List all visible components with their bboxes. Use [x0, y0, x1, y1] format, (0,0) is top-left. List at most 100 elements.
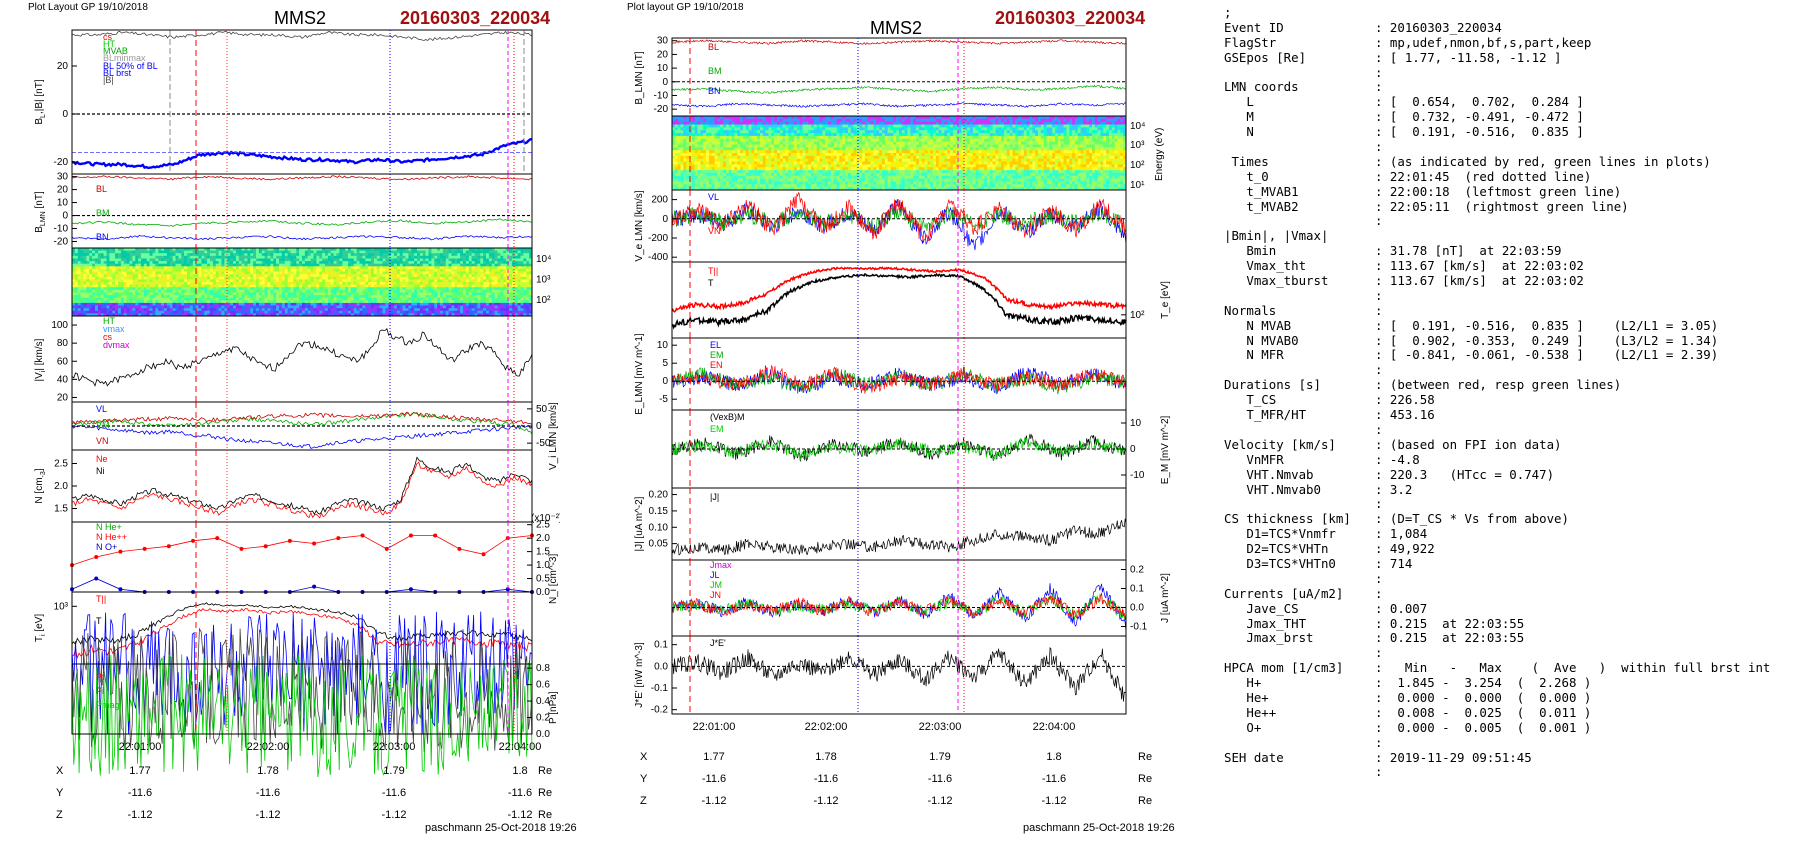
spectrogram-cell: [442, 261, 447, 265]
spectrogram-cell: [333, 287, 337, 291]
spectrogram-cell: [345, 310, 349, 314]
spectrogram-cell: [253, 253, 257, 257]
spectrogram-cell: [141, 313, 145, 317]
spectrogram-cell: [198, 284, 202, 288]
spectrogram-cell: [155, 300, 159, 304]
spectrogram-cell: [488, 258, 493, 262]
spectrogram-cell: [172, 300, 176, 304]
spectrogram-cell: [138, 255, 142, 259]
spectrogram-cell: [523, 292, 527, 296]
spectrogram-cell: [336, 271, 340, 275]
spectrogram-cell: [181, 263, 185, 267]
axis-label: |Vi| [km/s]: [34, 338, 47, 381]
spectrogram-cell: [138, 250, 142, 254]
spectrogram-cell: [192, 308, 197, 312]
spectrogram-cell: [270, 271, 274, 275]
spectrogram-cell: [296, 287, 300, 291]
spectrogram-cell: [132, 292, 136, 296]
spectrogram-cell: [348, 310, 352, 314]
spectrogram-cell: [454, 258, 458, 262]
spectrogram-cell: [353, 289, 358, 293]
spectrogram-cell: [106, 300, 110, 304]
spectrogram-cell: [201, 279, 205, 283]
spectrogram-cell: [431, 268, 435, 272]
spectrogram-cell: [728, 135, 732, 140]
spectrogram-cell: [333, 300, 337, 304]
spectrogram-cell: [299, 287, 303, 291]
spectrogram-cell: [238, 266, 243, 270]
spectrogram-cell: [233, 313, 237, 317]
spectrogram-cell: [141, 297, 145, 301]
spectrogram-cell: [164, 261, 168, 265]
spectrogram-cell: [279, 250, 283, 254]
spectrogram-cell: [394, 287, 398, 291]
spectrogram-cell: [460, 289, 464, 293]
spectrogram-cell: [408, 310, 412, 314]
spectrogram-cell: [440, 250, 444, 254]
spectrogram-cell: [725, 158, 730, 162]
spectrogram-cell: [451, 300, 455, 304]
spectrogram-cell: [399, 310, 404, 314]
spectrogram-cell: [72, 305, 76, 309]
tick-label: 20: [657, 49, 669, 60]
spectrogram-cell: [460, 268, 464, 272]
spectrogram-cell: [362, 258, 366, 262]
spectrogram-cell: [178, 313, 182, 317]
spectrogram-cell: [477, 261, 481, 265]
spectrogram-cell: [683, 170, 687, 174]
spectrogram-cell: [241, 266, 245, 270]
spectrogram-cell: [394, 310, 398, 314]
spectrogram-cell: [500, 268, 504, 272]
spectrogram-cell: [471, 284, 475, 288]
spectrogram-cell: [126, 284, 130, 288]
spectrogram-cell: [325, 261, 329, 265]
spectrogram-cell: [327, 279, 332, 283]
spectrogram-cell: [132, 287, 136, 291]
series-line: [71, 461, 533, 519]
spectrogram-cell: [313, 274, 317, 278]
spectrogram-cell: [74, 279, 79, 283]
spectrogram-cell: [365, 302, 369, 306]
spectrogram-cell: [454, 263, 458, 267]
spectrogram-cell: [371, 274, 375, 278]
spectrogram-cell: [296, 284, 300, 288]
spectrogram-cell: [296, 289, 300, 293]
spectrogram-cell: [471, 302, 475, 306]
spectrogram-cell: [411, 308, 415, 312]
spectrogram-cell: [414, 276, 418, 280]
spectrogram-cell: [146, 266, 151, 270]
spectrogram-cell: [723, 153, 727, 157]
spectrogram-cell: [365, 258, 369, 262]
spectrogram-cell: [725, 116, 730, 120]
spectrogram-cell: [717, 150, 721, 154]
spectrogram-cell: [677, 187, 681, 191]
spectrogram-cell: [468, 313, 473, 317]
spectrogram-cell: [198, 297, 202, 301]
spectrogram-cell: [227, 313, 231, 317]
spectrogram-cell: [405, 305, 409, 309]
spectrogram-cell: [697, 150, 701, 154]
spectrogram-cell: [523, 310, 527, 314]
spectrogram-cell: [109, 274, 113, 278]
spectrogram-cell: [247, 261, 251, 265]
spectrogram-cell: [677, 155, 681, 159]
spectrogram-cell: [287, 276, 291, 280]
spectrogram-cell: [486, 282, 490, 285]
data-point: [360, 533, 365, 538]
spectrogram-cell: [296, 255, 300, 259]
spectrogram-cell: [520, 295, 524, 299]
spectrogram-cell: [161, 292, 165, 296]
spectrogram-cell: [526, 253, 530, 257]
spectrogram-cell: [250, 253, 254, 257]
spectrogram-cell: [723, 172, 727, 177]
spectrogram-cell: [725, 135, 730, 140]
spectrogram-cell: [339, 258, 343, 262]
spectrogram-cell: [680, 161, 684, 165]
spectrogram-cell: [164, 255, 168, 259]
spectrogram-cell: [233, 302, 237, 306]
spectrogram-cell: [723, 150, 727, 154]
spectrogram-cell: [307, 308, 312, 312]
spectrogram-cell: [181, 266, 185, 270]
spectrogram-cell: [356, 279, 360, 283]
spectrogram-cell: [717, 167, 721, 171]
